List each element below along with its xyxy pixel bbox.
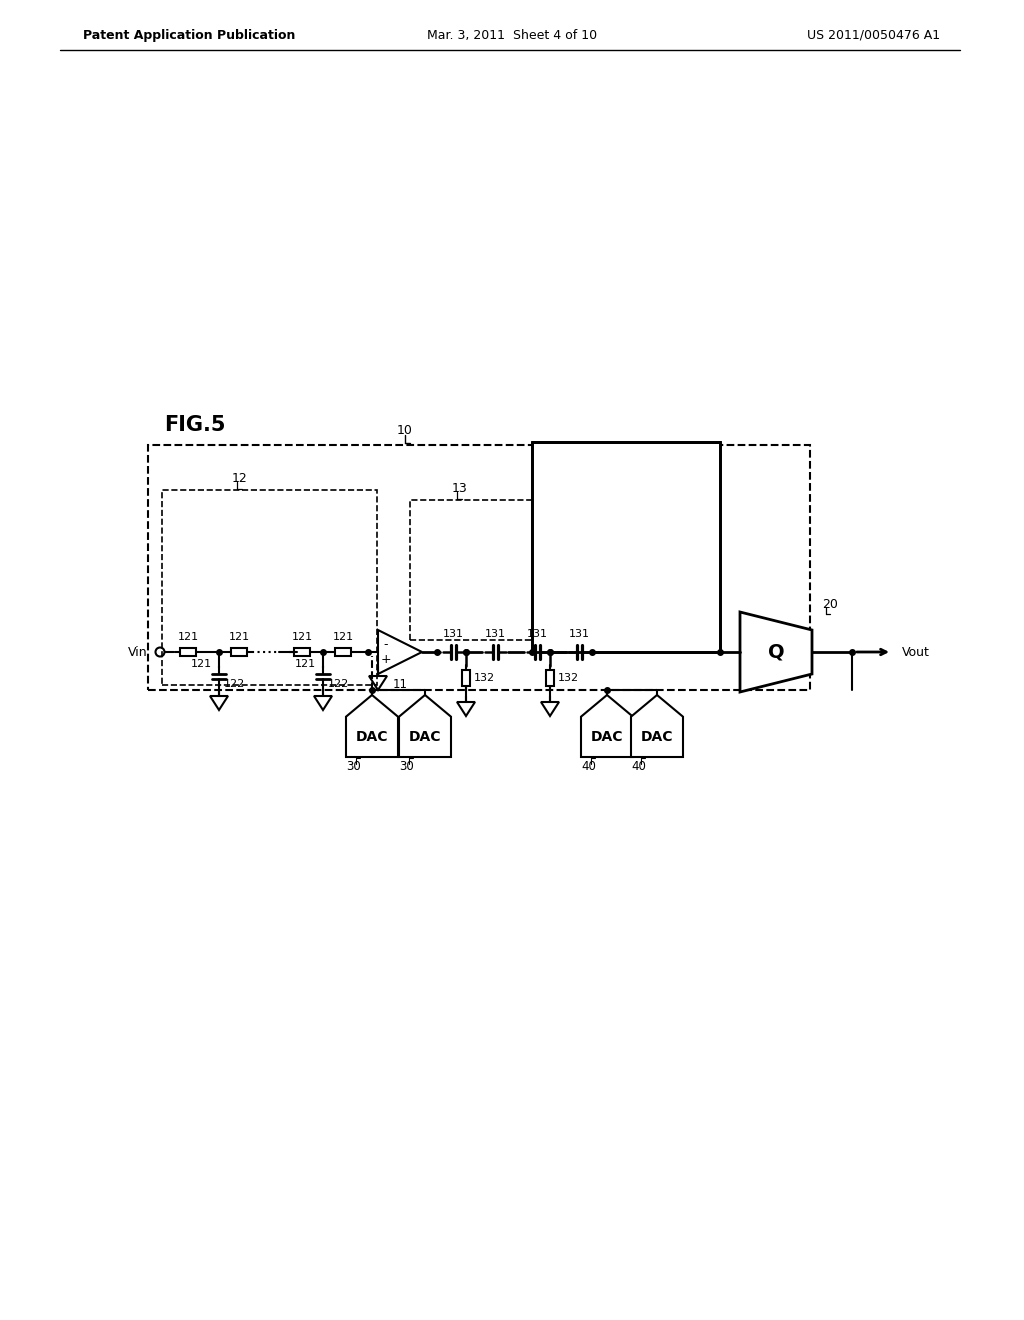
Text: 121: 121	[228, 632, 250, 642]
Bar	[546, 671, 554, 686]
Text: 131: 131	[568, 630, 590, 639]
Bar	[532, 442, 720, 652]
Text: 40: 40	[632, 760, 646, 774]
Polygon shape	[346, 696, 398, 756]
Text: 131: 131	[442, 630, 464, 639]
Text: FIG.5: FIG.5	[164, 414, 225, 436]
Polygon shape	[740, 612, 812, 692]
Text: 121: 121	[333, 632, 353, 642]
Polygon shape	[399, 696, 451, 756]
Bar	[148, 445, 810, 690]
Text: 12: 12	[232, 471, 248, 484]
Text: 20: 20	[822, 598, 838, 610]
Text: 132: 132	[557, 673, 579, 682]
Bar	[462, 671, 470, 686]
Text: DAC: DAC	[591, 730, 624, 744]
Text: Mar. 3, 2011  Sheet 4 of 10: Mar. 3, 2011 Sheet 4 of 10	[427, 29, 597, 41]
Text: Vin: Vin	[128, 645, 148, 659]
Text: 131: 131	[484, 630, 506, 639]
Text: DAC: DAC	[641, 730, 673, 744]
Polygon shape	[378, 630, 422, 675]
Text: 10: 10	[397, 425, 413, 437]
Text: DAC: DAC	[355, 730, 388, 744]
Text: 13: 13	[453, 482, 468, 495]
Bar	[231, 648, 247, 656]
Polygon shape	[581, 696, 633, 756]
Text: 122: 122	[223, 678, 245, 689]
Text: 132: 132	[473, 673, 495, 682]
Text: 122: 122	[328, 678, 348, 689]
Bar	[410, 500, 675, 640]
Text: DAC: DAC	[409, 730, 441, 744]
Bar	[162, 490, 377, 685]
Bar	[180, 648, 196, 656]
Text: 121: 121	[292, 632, 312, 642]
Text: 40: 40	[582, 760, 596, 774]
Bar	[294, 648, 310, 656]
Text: 30: 30	[347, 760, 361, 774]
Text: 121: 121	[295, 659, 315, 669]
Text: 30: 30	[399, 760, 415, 774]
Text: 121: 121	[190, 659, 212, 669]
Text: Q: Q	[768, 643, 784, 661]
Text: -: -	[384, 638, 388, 651]
Text: 121: 121	[177, 632, 199, 642]
Text: 131: 131	[526, 630, 548, 639]
Text: +: +	[381, 653, 391, 665]
Text: US 2011/0050476 A1: US 2011/0050476 A1	[807, 29, 940, 41]
Polygon shape	[631, 696, 683, 756]
Text: Patent Application Publication: Patent Application Publication	[83, 29, 295, 41]
Text: 11: 11	[392, 677, 408, 690]
Bar	[335, 648, 351, 656]
Text: Vout: Vout	[902, 645, 930, 659]
